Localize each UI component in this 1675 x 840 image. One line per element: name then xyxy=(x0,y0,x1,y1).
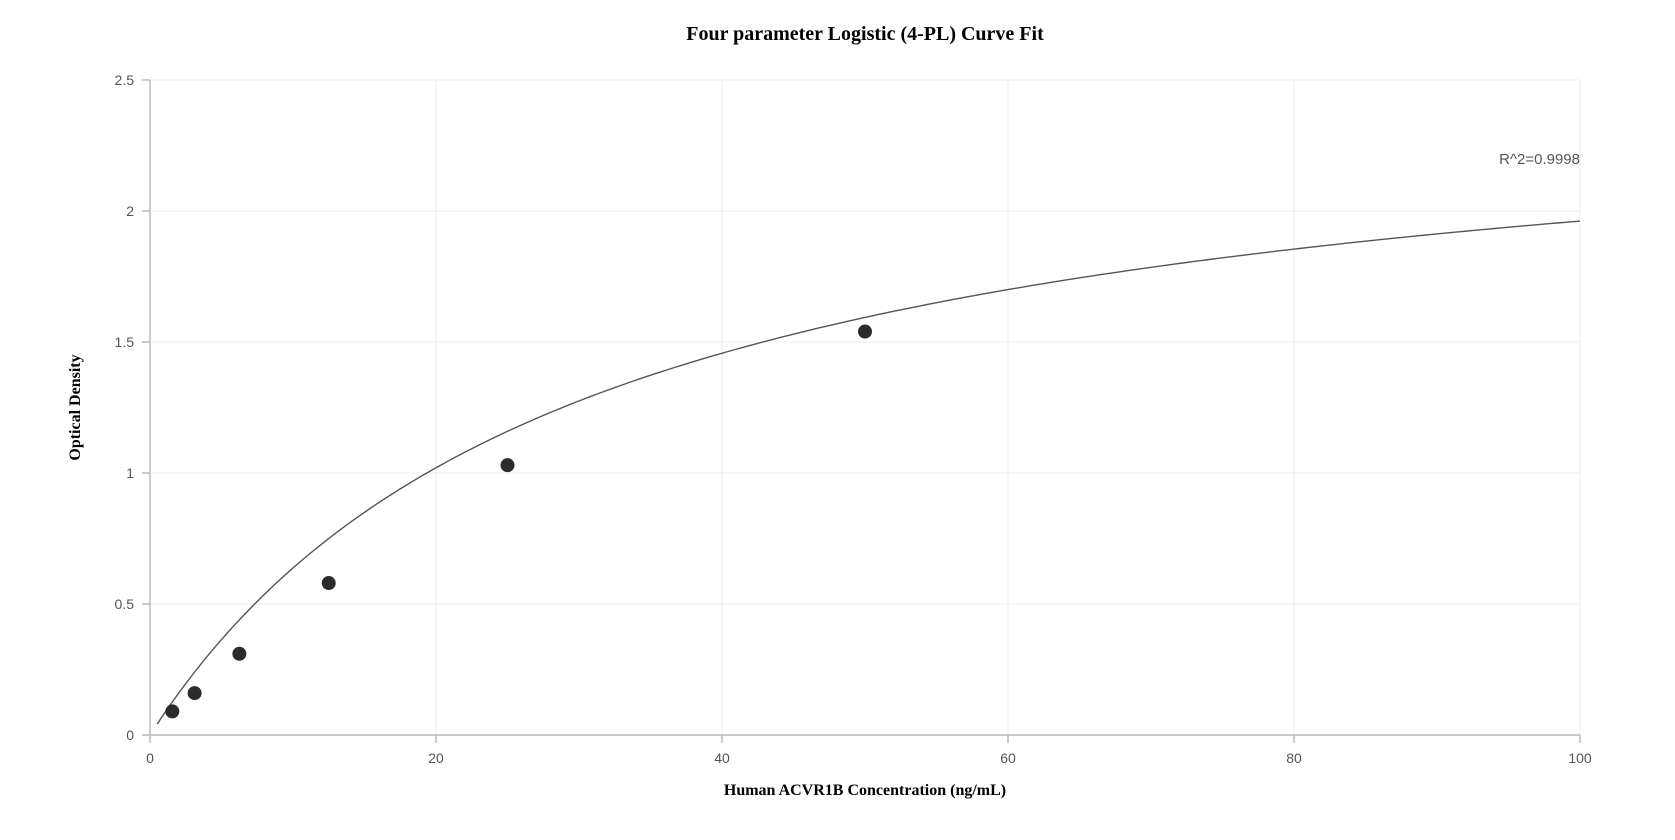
y-tick-label: 0.5 xyxy=(115,596,135,612)
y-tick-label: 1.5 xyxy=(115,334,135,350)
x-tick-label: 80 xyxy=(1286,750,1302,766)
chart-container: 0 20 40 60 80 100 0 0.5 1 1.5 2 2.5 Four parameter L… xyxy=(0,0,1675,840)
data-point xyxy=(188,686,202,700)
chart-title: Four parameter Logistic (4-PL) Curve Fit xyxy=(686,23,1044,45)
r-squared-annotation: R^2=0.9998 xyxy=(1499,151,1580,168)
x-tick-label: 20 xyxy=(428,750,444,766)
y-axis-label: Optical Density xyxy=(67,354,84,460)
chart-background xyxy=(0,0,1675,840)
y-tick-label: 2 xyxy=(126,203,134,219)
data-point xyxy=(165,704,179,718)
data-point xyxy=(501,458,515,472)
x-axis-label: Human ACVR1B Concentration (ng/mL) xyxy=(724,782,1006,799)
x-tick-label: 100 xyxy=(1568,750,1592,766)
data-point xyxy=(232,647,246,661)
x-tick-label: 40 xyxy=(714,750,730,766)
y-tick-label: 1 xyxy=(126,465,134,481)
curve-fit-chart: 0 20 40 60 80 100 0 0.5 1 1.5 2 2.5 Four parameter L… xyxy=(0,0,1675,840)
y-tick-label: 2.5 xyxy=(115,72,135,88)
data-point xyxy=(322,576,336,590)
y-tick-label: 0 xyxy=(126,727,134,743)
x-tick-label: 60 xyxy=(1000,750,1016,766)
x-tick-label: 0 xyxy=(146,750,154,766)
data-point xyxy=(858,325,872,339)
